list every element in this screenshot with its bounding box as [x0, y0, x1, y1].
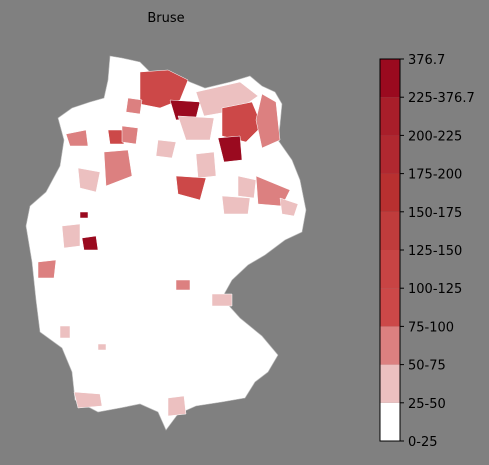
region-shading	[37, 69, 299, 417]
region	[175, 175, 207, 201]
colorbar-label: 100-125	[408, 282, 462, 297]
region	[175, 279, 191, 291]
colorbar-label: 200-225	[408, 129, 462, 144]
colorbar-segment	[380, 59, 400, 98]
region	[221, 195, 251, 215]
region	[81, 235, 99, 251]
colorbar-label: 150-175	[408, 206, 462, 221]
map-title: Bruse	[147, 11, 184, 26]
region	[217, 135, 243, 163]
region	[237, 175, 257, 199]
region	[195, 151, 217, 179]
region	[279, 197, 299, 217]
colorbar-label: 225-376.7	[408, 91, 475, 106]
region	[79, 211, 89, 219]
region	[121, 125, 139, 145]
region	[73, 391, 103, 409]
colorbar-segment	[380, 402, 400, 441]
region	[211, 293, 233, 307]
colorbar: 0-25 25-50 50-75 75-100 100-125 125-150 150-17…	[379, 53, 475, 450]
colorbar-label: 75-100	[408, 320, 454, 335]
colorbar-segment	[380, 135, 400, 174]
region	[221, 101, 263, 143]
region	[155, 139, 177, 159]
region	[61, 223, 81, 249]
region	[107, 129, 125, 145]
colorbar-label: 376.7	[408, 53, 445, 68]
region	[255, 93, 281, 149]
colorbar-segment	[380, 250, 400, 289]
colorbar-segment	[380, 288, 400, 327]
colorbar-segment	[380, 211, 400, 250]
colorbar-segment	[380, 97, 400, 136]
colorbar-label: 50-75	[408, 359, 446, 374]
region	[59, 325, 71, 339]
region	[77, 167, 101, 193]
region	[177, 115, 215, 141]
region	[37, 259, 57, 279]
colorbar-segment	[380, 364, 400, 403]
region	[65, 129, 89, 147]
region	[125, 97, 143, 115]
colorbar-segment	[380, 326, 400, 365]
colorbar-label: 125-150	[408, 244, 462, 259]
colorbar-label: 0-25	[408, 435, 438, 450]
region	[103, 149, 133, 187]
region	[97, 343, 107, 351]
colorbar-label: 25-50	[408, 397, 446, 412]
germany-map	[25, 55, 307, 431]
region	[167, 395, 187, 417]
colorbar-label: 175-200	[408, 168, 462, 183]
colorbar-segment	[380, 173, 400, 212]
